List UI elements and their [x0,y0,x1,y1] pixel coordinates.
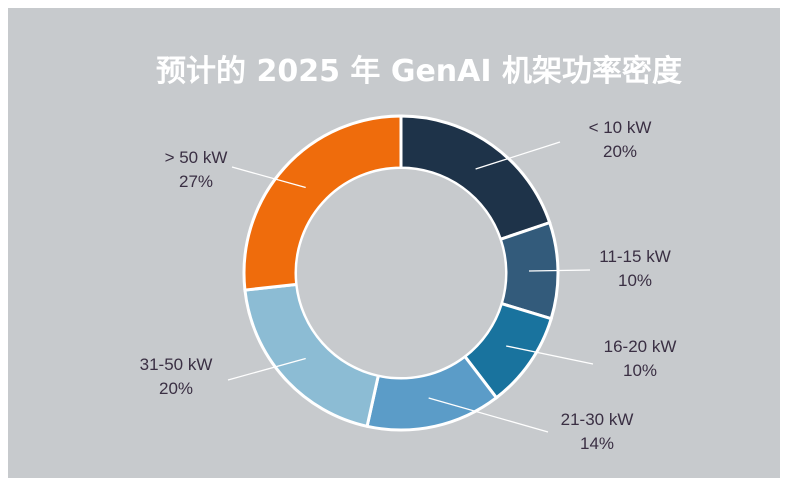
leader-line-16-20-kw [506,345,594,365]
ring-center [295,167,507,379]
slice-label-value-50-kw: 27% [179,172,213,191]
slice-label-value-21-30-kw: 14% [580,434,614,453]
leader-line-31-50-kw [227,357,306,381]
slice-label-value-16-20-kw: 10% [623,361,657,380]
leader-line-21-30-kw [428,397,549,433]
slice-label-name-11-15-kw: 11-15 kW [599,247,671,266]
slice-label-name-50-kw: > 50 kW [165,148,228,167]
slice-label-value-31-50-kw: 20% [159,379,193,398]
slice-label-name-10-kw: < 10 kW [589,118,652,137]
slice-label-name-21-30-kw: 21-30 kW [561,410,634,429]
leader-line-50-kw [231,166,306,189]
slice-label-value-10-kw: 20% [603,142,637,161]
slice-label-name-31-50-kw: 31-50 kW [140,355,213,374]
slice-label-name-16-20-kw: 16-20 kW [604,337,677,356]
slice-label-value-11-15-kw: 10% [618,271,652,290]
leader-lines [227,141,594,433]
leader-line-10-kw [475,141,561,170]
leader-line-11-15-kw [528,269,591,272]
chart-title: 预计的 2025 年 GenAI 机架功率密度 [156,54,682,89]
slice-labels: < 10 kW 20% 11-15 kW 10% 16-20 kW 10% 21-30 kW… [140,118,677,453]
